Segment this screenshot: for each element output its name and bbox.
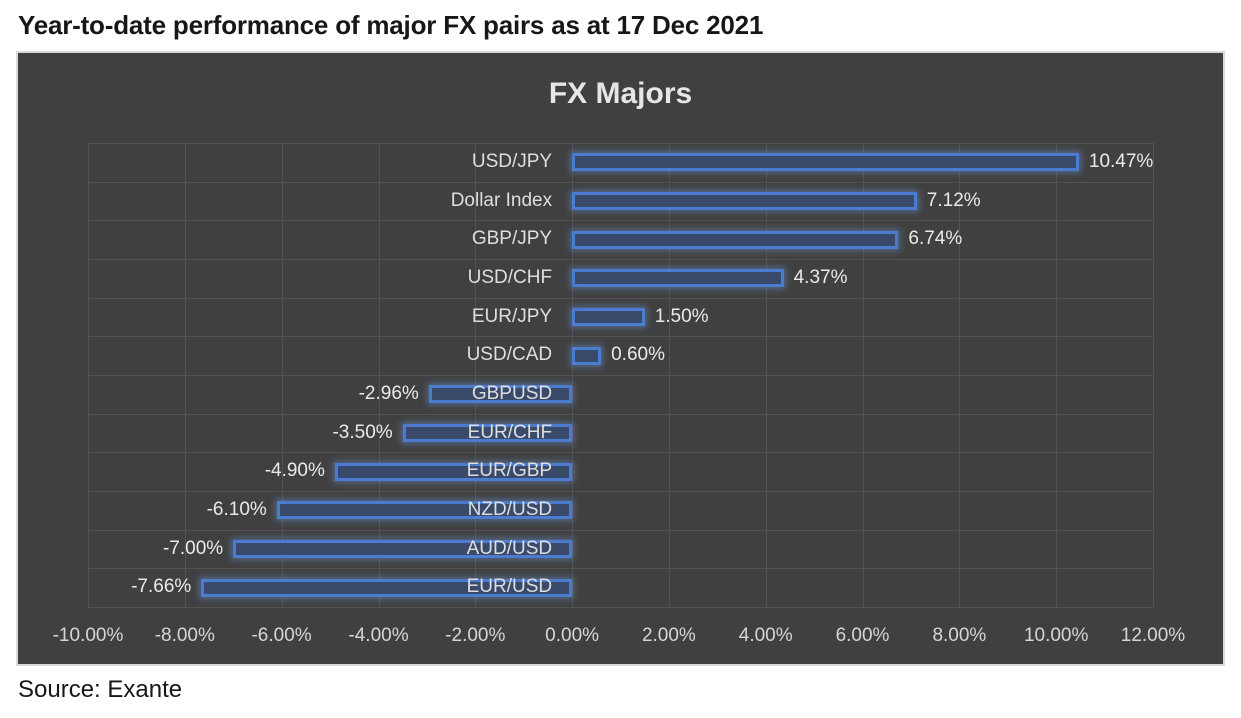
x-axis-tick-label: 10.00%: [1023, 625, 1089, 646]
chart-title: FX Majors: [548, 77, 693, 110]
value-label: 10.47%: [1088, 151, 1154, 172]
x-axis: -10.00% -8.00% -6.00% -4.00% -2.00% 0.00% 2.00…: [53, 619, 1186, 651]
bar-usd-jpy: [572, 153, 1079, 172]
x-axis-tick-label: -6.00%: [251, 625, 312, 646]
x-axis-tick-label: -10.00%: [52, 625, 124, 646]
value-label: 0.60%: [611, 344, 665, 366]
value-label: -6.10%: [206, 499, 267, 520]
value-label: 4.37%: [793, 267, 848, 288]
gridline-horizontal: [88, 143, 1153, 144]
gridline-horizontal: [88, 181, 1153, 183]
x-axis-tick-label: 4.00%: [738, 625, 793, 646]
gridline-horizontal: [88, 529, 1153, 531]
gridline-horizontal: [88, 568, 1153, 570]
bar-usd-cad: [572, 346, 602, 365]
gridline-horizontal: [88, 220, 1153, 222]
category-label: Dollar Index: [450, 189, 553, 211]
value-label: 6.74%: [908, 228, 963, 250]
category-label: EUR/JPY: [471, 305, 553, 327]
bar-usd-chf: [572, 269, 784, 288]
value-label: -4.90%: [264, 460, 325, 482]
x-axis-tick-label: 8.00%: [932, 625, 987, 646]
gridline-horizontal: [88, 607, 1153, 608]
x-axis-tick-label: 0.00%: [545, 625, 600, 646]
x-axis-tick-label: -4.00%: [348, 625, 409, 646]
category-label: EUR/GBP: [466, 460, 553, 482]
value-label: -2.96%: [358, 383, 419, 404]
category-label: USD/CAD: [466, 344, 553, 366]
x-axis-tick-label: 6.00%: [835, 625, 890, 646]
x-axis-tick-label: 12.00%: [1120, 625, 1186, 646]
gridline-horizontal: [88, 452, 1153, 454]
value-label: 7.12%: [926, 189, 981, 211]
gridline-horizontal: [88, 491, 1153, 492]
gridline-vertical: [1153, 143, 1154, 607]
category-label: EUR/USD: [466, 576, 553, 598]
bar-gbp-jpy: [572, 230, 899, 249]
bar-eur-chf: [402, 424, 573, 442]
source-note: Source: Exante: [18, 676, 183, 703]
gridline-horizontal: [88, 375, 1153, 376]
value-label: 1.50%: [654, 305, 709, 327]
gridline-horizontal: [88, 413, 1153, 415]
category-label: GBPUSD: [471, 383, 553, 404]
bar-eur-usd: [201, 578, 573, 597]
gridline-horizontal: [88, 259, 1153, 260]
bar-gbpusd: [428, 385, 573, 404]
category-label: NZD/USD: [467, 499, 553, 520]
x-axis-tick-label: -2.00%: [445, 625, 506, 646]
category-label: USD/CHF: [467, 267, 553, 288]
bar-aud-usd: [233, 540, 573, 558]
category-label: USD/JPY: [471, 151, 553, 172]
plot-area: USD/JPY 10.47% Dollar Index 7.12% GBP/JPY 6.7…: [88, 143, 1154, 608]
bar-nzd-usd: [276, 501, 573, 520]
value-label: -7.66%: [131, 576, 192, 598]
value-label: -7.00%: [162, 537, 224, 559]
category-label: EUR/CHF: [467, 421, 553, 443]
x-axis-tick-label: -8.00%: [154, 625, 215, 646]
category-label: GBP/JPY: [471, 228, 553, 250]
gridline-horizontal: [88, 297, 1153, 299]
bar-eur-jpy: [572, 308, 645, 326]
fx-majors-chart: FX Majors USD/JPY 10.47% Dollar Index 7.12%…: [16, 51, 1225, 666]
value-label: -3.50%: [332, 421, 393, 443]
gridline-horizontal: [88, 336, 1153, 338]
page-title: Year-to-date performance of major FX pai…: [18, 10, 764, 40]
category-label: AUD/USD: [466, 537, 553, 559]
x-axis-tick-label: 2.00%: [641, 625, 696, 646]
bar-eur-gbp: [334, 462, 573, 481]
bar-dollar-index: [572, 192, 917, 210]
